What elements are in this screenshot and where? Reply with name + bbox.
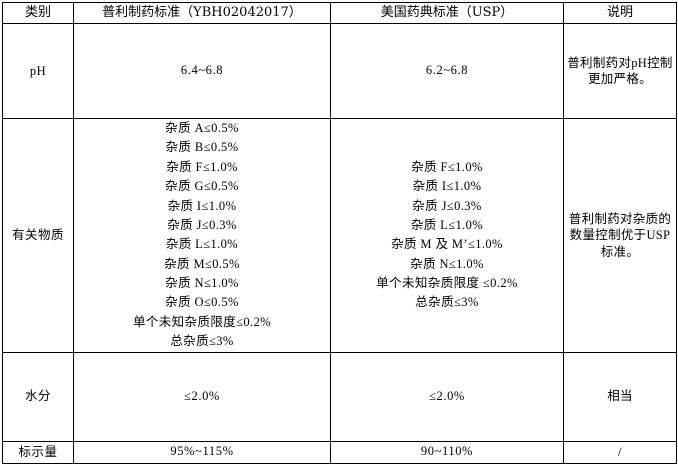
table-row: 标示量 95%~115% 90~110% /	[2, 440, 677, 464]
value-line: 6.4~6.8	[180, 63, 224, 78]
value-line: 95%~115%	[170, 444, 234, 459]
row-category-labeled-amount: 标示量	[2, 440, 74, 464]
value-line: 单个未知杂质限度≤0.2%	[132, 314, 272, 329]
value-line: 6.2~6.8	[425, 63, 469, 78]
column-header-category: 类别	[2, 2, 74, 24]
value-line: 杂质 N≤1.0%	[165, 276, 239, 290]
table-body: pH 6.4~6.8 6.2~6.8 普利制药对pH控制更加严格。 有关物质	[2, 23, 677, 464]
value-line: 杂质 M 及 M’≤1.0%	[391, 237, 503, 252]
cell-note-water: 相当	[563, 351, 677, 442]
value-line: 杂质 I≤1.0%	[167, 198, 237, 213]
cell-puli-water: ≤2.0%	[73, 351, 331, 442]
value-line: 杂质 G≤0.5%	[165, 179, 239, 194]
cell-puli-ph: 6.4~6.8	[73, 23, 331, 119]
value-line: 杂质 L≤1.0%	[410, 217, 484, 232]
value-line: 总杂质≤3%	[415, 295, 479, 310]
cell-puli-related-substances: 杂质 A≤0.5% 杂质 B≤0.5% 杂质 F≤1.0% 杂质 G≤0.5% …	[73, 118, 331, 353]
column-header-note: 说明	[563, 2, 677, 24]
row-category-ph: pH	[2, 23, 74, 119]
value-list: 95%~115%	[74, 442, 330, 461]
value-line: 总杂质≤3%	[170, 334, 234, 349]
value-line: 杂质 N≤1.0%	[410, 256, 484, 271]
cell-note-ph: 普利制药对pH控制更加严格。	[563, 23, 677, 119]
value-line: 杂质 A≤0.5%	[165, 121, 239, 135]
value-list: 6.4~6.8	[74, 61, 330, 80]
value-line: ≤2.0%	[184, 388, 220, 403]
value-line: 杂质 L≤1.0%	[165, 237, 239, 252]
row-category-water: 水分	[2, 351, 74, 442]
value-line: ≤2.0%	[429, 388, 465, 403]
cell-usp-water: ≤2.0%	[330, 351, 564, 442]
cell-note-related-substances: 普利制药对杂质的数量控制优于USP标准。	[563, 118, 677, 353]
value-line: 杂质 O≤0.5%	[165, 295, 239, 310]
cell-usp-related-substances: 杂质 F≤1.0% 杂质 I≤1.0% 杂质 J≤0.3% 杂质 L≤1.0% …	[330, 118, 564, 353]
table-row: 水分 ≤2.0% ≤2.0% 相当	[2, 351, 677, 442]
value-list: ≤2.0%	[331, 387, 563, 406]
value-line: 杂质 F≤1.0%	[411, 159, 483, 174]
column-header-usp-standard: 美国药典标准（USP）	[330, 2, 564, 24]
value-list: 杂质 A≤0.5% 杂质 B≤0.5% 杂质 F≤1.0% 杂质 G≤0.5% …	[74, 119, 330, 352]
table-row: pH 6.4~6.8 6.2~6.8 普利制药对pH控制更加严格。	[2, 23, 677, 119]
row-category-related-substances: 有关物质	[2, 118, 74, 353]
cell-usp-ph: 6.2~6.8	[330, 23, 564, 119]
value-list: 90~110%	[331, 442, 563, 461]
cell-puli-labeled-amount: 95%~115%	[73, 440, 331, 464]
value-list: 杂质 F≤1.0% 杂质 I≤1.0% 杂质 J≤0.3% 杂质 L≤1.0% …	[331, 158, 563, 313]
value-line: 90~110%	[420, 444, 474, 459]
header-row: 类别 普利制药标准（YBH02042017） 美国药典标准（USP） 说明	[2, 2, 677, 24]
value-list: 6.2~6.8	[331, 61, 563, 80]
value-line: 杂质 B≤0.5%	[165, 140, 239, 155]
value-line: 杂质 J≤0.3%	[412, 198, 482, 213]
value-line: 杂质 M≤0.5%	[164, 256, 240, 271]
table-row: 有关物质 杂质 A≤0.5% 杂质 B≤0.5% 杂质 F≤1.0% 杂质 G≤…	[2, 118, 677, 353]
value-line: 杂质 F≤1.0%	[166, 159, 238, 174]
table-header: 类别 普利制药标准（YBH02042017） 美国药典标准（USP） 说明	[2, 2, 677, 24]
cell-note-labeled-amount: /	[563, 440, 677, 464]
value-line: 杂质 I≤1.0%	[412, 179, 482, 194]
column-header-puli-standard: 普利制药标准（YBH02042017）	[73, 2, 331, 24]
value-line: 杂质 J≤0.3%	[167, 217, 237, 232]
value-line: 单个未知杂质限度 ≤0.2%	[376, 276, 518, 290]
cell-usp-labeled-amount: 90~110%	[330, 440, 564, 464]
value-list: ≤2.0%	[74, 387, 330, 406]
